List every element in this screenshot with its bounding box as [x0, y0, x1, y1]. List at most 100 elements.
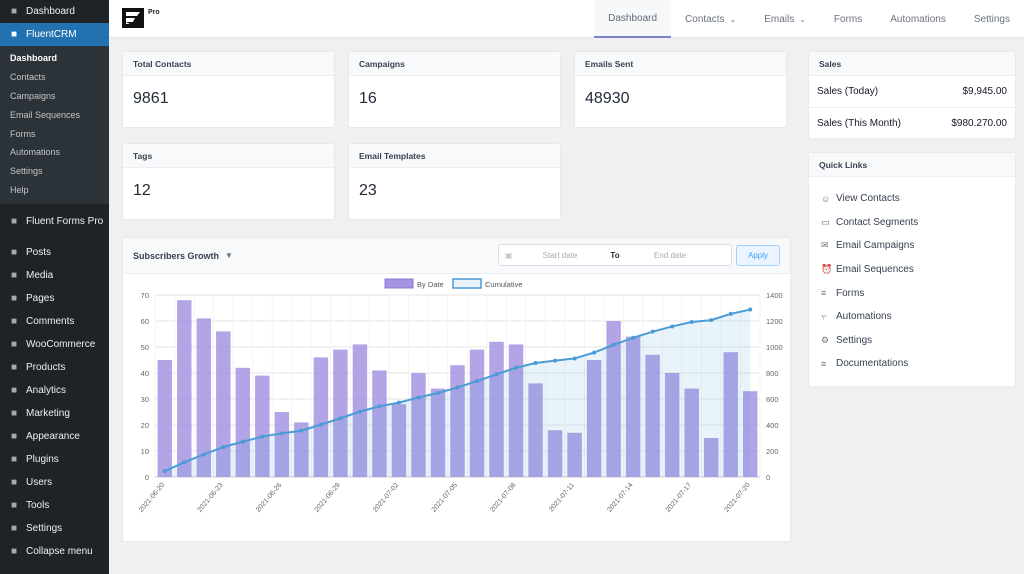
calendar-icon: ▣ [505, 250, 513, 260]
sales-label: Sales (This Month) [817, 117, 901, 129]
nav-label: Automations [890, 13, 946, 25]
quick-link-label: Settings [836, 334, 873, 346]
sidebar-item-comments[interactable]: ■ Comments [0, 310, 109, 333]
user-icon: ☺ [821, 193, 831, 204]
sidebar-item-pages[interactable]: ■ Pages [0, 287, 109, 310]
quick-link-contact-segments[interactable]: ▭ Contact Segments [821, 211, 1003, 235]
cumulative-point [377, 404, 382, 409]
card-value: 9861 [133, 90, 169, 107]
tools-icon: ■ [10, 500, 18, 512]
sidebar-item-posts[interactable]: ■ Posts [0, 241, 109, 264]
cumulative-point [416, 395, 421, 400]
x-tick-label: 2021-06-20 [138, 482, 166, 514]
sidebar-item-label: Analytics [26, 385, 67, 397]
submenu-item-dashboard[interactable]: Dashboard [10, 53, 58, 64]
nav-forms[interactable]: Forms [820, 0, 876, 38]
chevron-down-icon[interactable]: ▼ [225, 251, 233, 260]
submenu-item-automations[interactable]: Automations [10, 147, 61, 158]
quick-link-view-contacts[interactable]: ☺ View Contacts [821, 187, 1003, 211]
sidebar-item-media[interactable]: ■ Media [0, 264, 109, 287]
sidebar-item-analytics[interactable]: ■ Analytics [0, 379, 109, 402]
bar [567, 432, 582, 477]
bar [586, 360, 602, 477]
cumulative-point [435, 391, 440, 396]
quick-link-settings[interactable]: ⚙ Settings [821, 329, 1003, 353]
nav-emails[interactable]: Emails ⌄ [750, 0, 820, 38]
email-templates-card[interactable]: Email Templates 23 [348, 143, 561, 220]
quick-link-email-sequences[interactable]: ⏰ Email Sequences [821, 258, 1003, 282]
sales-row: Sales (This Month) $980.270.00 [809, 107, 1015, 138]
quick-links-title: Quick Links [809, 153, 1015, 177]
bar [177, 300, 192, 477]
y-right-tick-label: 1000 [766, 343, 783, 352]
sidebar-item-dashboard[interactable]: ■ Dashboard [0, 0, 109, 23]
sidebar-item-fluent-forms-pro[interactable]: ■ Fluent Forms Pro [0, 210, 109, 233]
sidebar-item-plugins[interactable]: ■ Plugins [0, 448, 109, 471]
quick-link-forms[interactable]: ≡ Forms [821, 281, 1003, 305]
nav-automations[interactable]: Automations [876, 0, 960, 38]
submenu-item-settings[interactable]: Settings [10, 166, 43, 177]
sidebar-item-label: Tools [26, 500, 50, 512]
cumulative-point [260, 434, 265, 439]
emails-sent-card[interactable]: Emails Sent 48930 [574, 51, 787, 128]
start-date-input[interactable]: Start date [542, 250, 578, 260]
nav-label: Dashboard [608, 12, 658, 24]
submenu-item-forms[interactable]: Forms [10, 128, 36, 139]
nav-dashboard[interactable]: Dashboard [594, 0, 672, 38]
sidebar-item-marketing[interactable]: ■ Marketing [0, 402, 109, 425]
cumulative-point [240, 439, 245, 444]
y-right-tick-label: 1400 [766, 291, 783, 300]
bar [450, 365, 465, 477]
card-label: Tags [123, 144, 334, 168]
y-right-tick-label: 0 [766, 473, 770, 482]
sidebar-item-fluentcrm[interactable]: ■ FluentCRM [0, 23, 109, 46]
admin-sidebar: ■ Dashboard ■ FluentCRM Dashboard Contacts Ca… [0, 0, 109, 574]
sidebar-item-label: Media [26, 270, 54, 282]
y-right-tick-label: 200 [766, 447, 779, 456]
cumulative-point [455, 385, 460, 390]
chevron-down-icon: ⌄ [729, 14, 737, 24]
end-date-input[interactable]: End date [653, 250, 687, 260]
campaigns-card[interactable]: Campaigns 16 [348, 51, 561, 128]
fluentcrm-logo[interactable] [122, 8, 144, 28]
nav-settings[interactable]: Settings [960, 0, 1024, 38]
nav-contacts[interactable]: Contacts ⌄ [671, 0, 750, 38]
quick-link-documentations[interactable]: ≡ Documentations [821, 352, 1003, 376]
cumulative-point [592, 350, 597, 355]
quick-link-email-campaigns[interactable]: ✉ Email Campaigns [821, 234, 1003, 258]
cumulative-point [201, 452, 206, 457]
tags-card[interactable]: Tags 12 [122, 143, 335, 220]
legend-label-by-date: By Date [417, 280, 444, 289]
legend-label-cumulative: Cumulative [485, 280, 523, 289]
chevron-down-icon: ⌄ [799, 14, 806, 24]
bar [547, 430, 563, 477]
submenu-item-campaigns[interactable]: Campaigns [10, 90, 56, 101]
x-tick-label: 2021-07-05 [431, 482, 459, 514]
folder-icon: ▭ [821, 216, 830, 227]
x-tick-label: 2021-06-23 [196, 482, 224, 514]
sidebar-item-settings[interactable]: ■ Settings [0, 517, 109, 540]
total-contacts-card[interactable]: Total Contacts 9861 [122, 51, 335, 128]
sidebar-item-woocommerce[interactable]: ■ WooCommerce [0, 333, 109, 356]
submenu-item-help[interactable]: Help [10, 184, 29, 195]
sidebar-item-products[interactable]: ■ Products [0, 356, 109, 379]
apply-button[interactable]: Apply [736, 245, 780, 266]
sidebar-item-appearance[interactable]: ■ Appearance [0, 425, 109, 448]
date-range-picker[interactable]: ▣ Start date To End date [498, 244, 732, 266]
cumulative-point [650, 329, 655, 334]
cumulative-point [748, 307, 753, 312]
sidebar-item-collapse-menu[interactable]: ■ Collapse menu [0, 540, 109, 563]
submenu-item-email-sequences[interactable]: Email Sequences [10, 109, 81, 120]
chart-title: Subscribers Growth [133, 250, 220, 261]
top-nav: Dashboard Contacts ⌄ Emails ⌄ Forms Automation… [594, 0, 1024, 38]
x-tick-label: 2021-07-11 [548, 482, 576, 514]
y-right-tick-label: 400 [766, 421, 779, 430]
x-tick-label: 2021-06-26 [255, 482, 283, 514]
submenu-item-contacts[interactable]: Contacts [10, 72, 46, 83]
y-left-tick-label: 70 [141, 291, 149, 300]
sales-value: $9,945.00 [962, 86, 1008, 97]
sidebar-item-tools[interactable]: ■ Tools [0, 494, 109, 517]
quick-link-automations[interactable]: ⑂ Automations [821, 305, 1003, 329]
sidebar-item-users[interactable]: ■ Users [0, 471, 109, 494]
sidebar-item-label: WooCommerce [26, 339, 96, 351]
